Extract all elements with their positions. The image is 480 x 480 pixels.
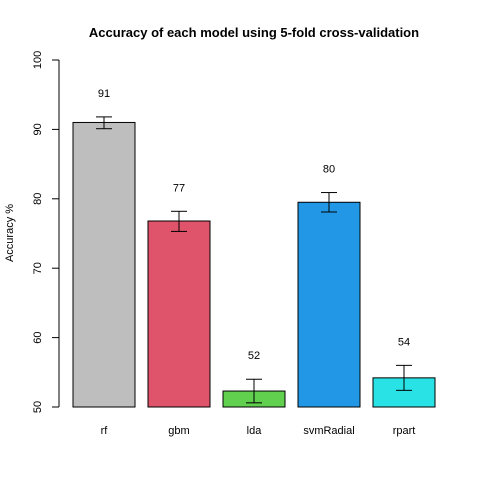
bar-svmRadial xyxy=(297,201,361,408)
y-tick-label: 60 xyxy=(32,331,44,343)
bar-gbm xyxy=(147,220,211,408)
data-label-gbm: 77 xyxy=(173,182,185,194)
y-tick-label: 50 xyxy=(32,401,44,413)
data-labels: 91 77 52 80 54 xyxy=(98,88,410,362)
bars xyxy=(72,121,436,408)
y-tick-label: 70 xyxy=(32,262,44,274)
x-tick-label-svmRadial: svmRadial xyxy=(303,425,354,437)
data-label-rpart: 54 xyxy=(398,336,410,348)
data-label-rf: 91 xyxy=(98,88,110,100)
y-tick-label: 90 xyxy=(32,123,44,135)
y-axis-label: Accuracy % xyxy=(4,204,16,262)
x-axis-labels: rf gbm lda svmRadial rpart xyxy=(101,425,416,437)
x-tick-label-gbm: gbm xyxy=(168,425,189,437)
data-label-lda: 52 xyxy=(248,350,260,362)
x-tick-label-rf: rf xyxy=(101,425,109,437)
x-tick-label-rpart: rpart xyxy=(393,425,416,437)
y-tick-label: 80 xyxy=(32,193,44,205)
data-label-svmRadial: 80 xyxy=(323,164,335,176)
chart-title: Accuracy of each model using 5-fold cros… xyxy=(89,25,419,40)
bar-rf xyxy=(72,121,136,408)
x-tick-label-lda: lda xyxy=(247,425,263,437)
y-axis: 50 60 70 80 90 100 xyxy=(32,51,60,413)
error-bars xyxy=(96,116,412,404)
y-tick-label: 100 xyxy=(32,51,44,69)
